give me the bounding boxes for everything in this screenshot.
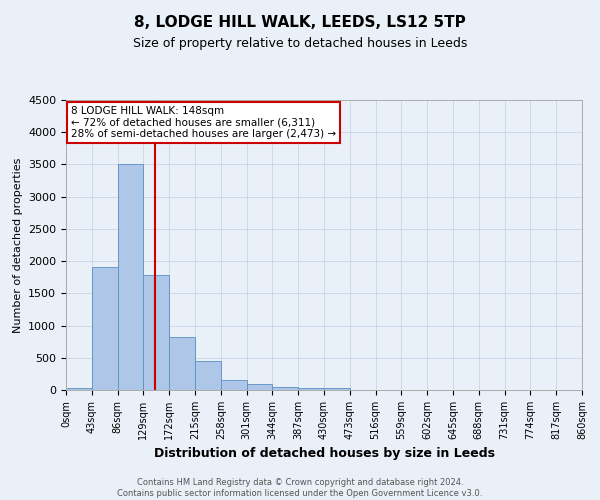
Bar <box>324 388 350 390</box>
Text: Contains HM Land Registry data © Crown copyright and database right 2024.
Contai: Contains HM Land Registry data © Crown c… <box>118 478 482 498</box>
Y-axis label: Number of detached properties: Number of detached properties <box>13 158 23 332</box>
Bar <box>298 388 324 390</box>
Bar <box>272 387 298 390</box>
Bar <box>195 361 221 390</box>
Bar <box>247 384 272 390</box>
Bar <box>169 336 195 390</box>
Bar <box>92 267 118 390</box>
X-axis label: Distribution of detached houses by size in Leeds: Distribution of detached houses by size … <box>154 448 494 460</box>
Bar <box>143 276 169 390</box>
Bar <box>66 388 92 390</box>
Text: 8, LODGE HILL WALK, LEEDS, LS12 5TP: 8, LODGE HILL WALK, LEEDS, LS12 5TP <box>134 15 466 30</box>
Text: Size of property relative to detached houses in Leeds: Size of property relative to detached ho… <box>133 38 467 51</box>
Text: 8 LODGE HILL WALK: 148sqm
← 72% of detached houses are smaller (6,311)
28% of se: 8 LODGE HILL WALK: 148sqm ← 72% of detac… <box>71 106 336 139</box>
Bar <box>221 380 247 390</box>
Bar <box>118 164 143 390</box>
